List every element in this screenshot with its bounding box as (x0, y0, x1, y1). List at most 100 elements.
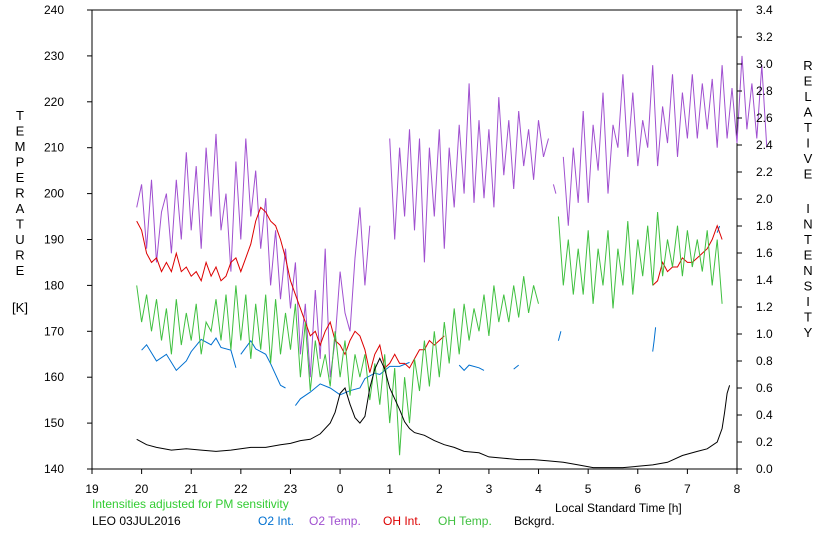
right-tick-label: 1.2 (756, 300, 773, 314)
x-tick-label: 3 (486, 482, 493, 496)
sensitivity-note: Intensities adjusted for PM sensitivity (92, 497, 289, 511)
left-tick-label: 180 (44, 278, 64, 292)
x-tick-label: 8 (734, 482, 741, 496)
x-tick-label: 23 (284, 482, 298, 496)
right-axis-title-letter: I (806, 201, 810, 216)
right-tick-label: 0.4 (756, 408, 773, 422)
series-o2-int-line (240, 339, 286, 389)
x-axis-ticks: 19 20 21 22 23 0 1 2 3 4 5 6 7 8 (85, 469, 741, 496)
left-axis-ticks: 140 150 160 170 180 190 200 210 220 230 240 (44, 3, 92, 476)
series-oh-temp-line (557, 211, 723, 309)
right-axis-title-letter: E (804, 167, 813, 182)
right-tick-label: 3.2 (756, 30, 773, 44)
right-axis-ticks: 0.0 0.2 0.4 0.6 0.8 1.0 1.2 1.4 1.6 1.8 2.0 2.2 2.4 2… (737, 3, 773, 476)
left-tick-label: 220 (44, 95, 64, 109)
right-axis-title-letter: T (804, 232, 812, 247)
right-tick-label: 0.6 (756, 381, 773, 395)
right-tick-label: 2.8 (756, 84, 773, 98)
x-tick-label: 22 (234, 482, 248, 496)
right-axis-title-letter: T (804, 120, 812, 135)
left-axis-title-letter: M (15, 139, 26, 154)
left-tick-label: 150 (44, 416, 64, 430)
right-tick-label: 3.0 (756, 57, 773, 71)
left-axis-title-letter: T (16, 108, 24, 123)
x-tick-label: 2 (436, 482, 443, 496)
legend-oh-int: OH Int. (383, 514, 421, 528)
right-tick-label: 2.0 (756, 192, 773, 206)
series-o2-int-line (652, 327, 657, 352)
left-tick-label: 240 (44, 3, 64, 17)
x-tick-label: 19 (85, 482, 99, 496)
legend-oh-temp: OH Temp. (438, 514, 492, 528)
right-axis-title-letter: I (806, 294, 810, 309)
right-axis-title-letter: E (804, 248, 813, 263)
x-tick-label: 4 (535, 482, 542, 496)
left-tick-label: 160 (44, 370, 64, 384)
right-tick-label: 0.0 (756, 462, 773, 476)
right-axis-title-letter: V (804, 151, 813, 166)
right-axis-title-letter: R (803, 58, 812, 73)
left-axis-title-letter: E (16, 263, 25, 278)
series-o2-temp-line (562, 55, 768, 226)
left-axis-title-letter: E (16, 124, 25, 139)
right-axis-title-letter: Y (804, 325, 813, 340)
series-layer (136, 55, 768, 469)
x-tick-label: 1 (386, 482, 393, 496)
left-tick-label: 200 (44, 187, 64, 201)
right-tick-label: 1.0 (756, 327, 773, 341)
right-axis-title-letter: N (803, 263, 812, 278)
series-o2-int-line (458, 364, 485, 372)
left-axis-title-letter: U (15, 232, 24, 247)
left-tick-label: 170 (44, 324, 64, 338)
right-axis-title-letter: A (804, 105, 813, 120)
right-tick-label: 1.6 (756, 246, 773, 260)
right-tick-label: 0.2 (756, 435, 773, 449)
left-axis-title-letter: P (16, 155, 25, 170)
left-tick-label: 210 (44, 141, 64, 155)
right-tick-label: 3.4 (756, 3, 773, 17)
right-tick-label: 2.4 (756, 138, 773, 152)
x-axis-title: Local Standard Time [h] (555, 501, 682, 515)
right-axis-title-letter: T (804, 310, 812, 325)
left-axis-title-letter: R (15, 186, 24, 201)
right-tick-label: 2.6 (756, 111, 773, 125)
station-date-label: LEO 03JUL2016 (92, 514, 181, 528)
x-tick-label: 5 (585, 482, 592, 496)
right-axis-title-letter: S (804, 279, 813, 294)
series-o2-temp-line (552, 184, 557, 194)
left-tick-label: 190 (44, 233, 64, 247)
series-o2-temp-line (389, 83, 549, 263)
series-o2-int-line (294, 361, 410, 406)
series-o2-temp-line (136, 133, 371, 378)
left-tick-label: 230 (44, 49, 64, 63)
left-axis-title-letter: A (16, 201, 25, 216)
legend-o2-int: O2 Int. (258, 514, 294, 528)
right-axis-title-letter: L (804, 89, 811, 104)
left-axis-title-letter: T (16, 217, 24, 232)
legend: O2 Int. O2 Temp. OH Int. OH Temp. Bckgrd. (258, 514, 555, 528)
series-oh-temp-line (136, 276, 539, 456)
right-axis-title-letter: E (804, 74, 813, 89)
right-axis-title-letter: I (806, 136, 810, 151)
x-tick-label: 6 (634, 482, 641, 496)
x-tick-label: 7 (684, 482, 691, 496)
series-o2-int-line (557, 331, 562, 341)
series-oh-int-line (136, 206, 445, 373)
x-tick-label: 20 (135, 482, 149, 496)
left-axis-title-letter: E (16, 170, 25, 185)
legend-bckgrd: Bckgrd. (514, 514, 555, 528)
x-tick-label: 0 (337, 482, 344, 496)
series-o2-int-line (513, 364, 520, 370)
legend-o2-temp: O2 Temp. (309, 514, 361, 528)
right-tick-label: 2.2 (756, 165, 773, 179)
series-bckgrd-line (136, 357, 731, 469)
left-axis-unit: [K] (12, 300, 28, 315)
right-tick-label: 1.8 (756, 219, 773, 233)
left-tick-label: 140 (44, 462, 64, 476)
plot-frame (91, 9, 738, 470)
left-axis-title-letter: R (15, 248, 24, 263)
series-o2-int-line (141, 337, 237, 372)
